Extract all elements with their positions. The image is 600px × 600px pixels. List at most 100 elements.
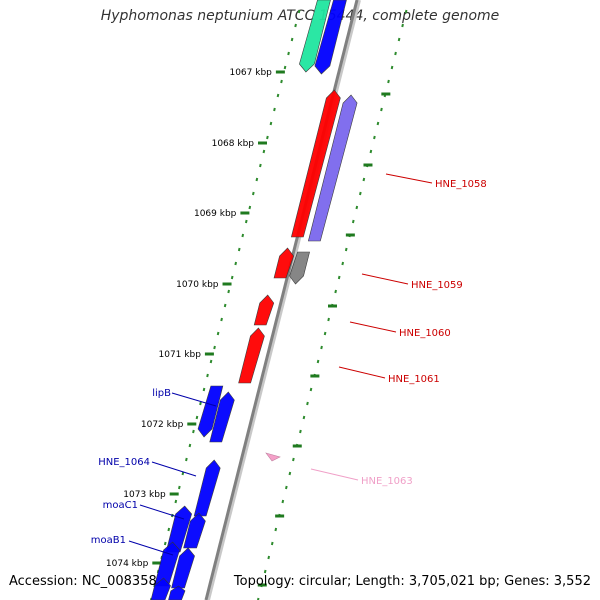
scale-label: 1071 kbp: [159, 350, 202, 360]
gene-label-leader: [385, 173, 433, 184]
gene-label-leader: [128, 540, 174, 556]
outer-scale-dot: [369, 149, 373, 154]
inner-scale-dot: [195, 415, 199, 420]
map-title: Hyphomonas neptunium ATCC 15444, complet…: [100, 8, 500, 24]
outer-scale-dot: [323, 331, 327, 336]
inner-scale-dot: [230, 275, 234, 280]
gene-label: lipB: [152, 388, 171, 399]
inner-scale-dot: [269, 121, 273, 126]
inner-scale-dot: [266, 135, 269, 140]
outer-scale-dot: [302, 415, 306, 420]
inner-scale-dot: [178, 485, 181, 490]
outer-scale-dot: [288, 471, 292, 476]
gene-label: HNE_1061: [388, 374, 440, 385]
inner-scale-dot: [262, 149, 266, 154]
inner-scale-dot: [280, 79, 283, 84]
inner-scale-dot: [209, 359, 213, 364]
inner-scale-dot: [181, 471, 185, 476]
scale-label: 1067 kbp: [229, 68, 272, 78]
gene-label: HNE_1058: [435, 179, 487, 190]
outer-scale-dot: [316, 359, 320, 364]
scale-label: 1069 kbp: [194, 209, 237, 219]
gene-label-leader: [171, 392, 217, 407]
gene-hne-1060: [253, 294, 275, 326]
inner-scale-dot: [252, 191, 255, 196]
gene-moac1-2: [183, 512, 206, 549]
gene-lipb-2: [209, 391, 235, 443]
scale-label: 1070 kbp: [176, 280, 219, 290]
gene-label-leader: [338, 366, 386, 379]
gene-label-leader: [151, 461, 197, 477]
outer-scale-dot: [281, 499, 285, 504]
outer-scale-dot: [292, 457, 295, 462]
gene-label: HNE_1064: [98, 457, 150, 468]
inner-scale-dot: [188, 443, 192, 448]
outer-scale-dot: [387, 79, 390, 84]
gene-label: HNE_1059: [411, 280, 463, 291]
accession-text: Accession: NC_008358: [9, 574, 157, 589]
outer-scale-dot: [373, 135, 376, 140]
outer-scale-dot: [270, 541, 274, 546]
inner-scale-dot: [283, 65, 287, 70]
backbone-shadow: [206, 0, 361, 600]
outer-scale-dot: [404, 9, 408, 14]
scale-label: 1072 kbp: [141, 420, 184, 430]
outer-scale-dot: [337, 275, 341, 280]
inner-scale-dot: [255, 177, 259, 182]
inner-scale-dot: [287, 51, 290, 56]
topology-text: Topology: circular; Length: 3,705,021 bp…: [233, 574, 591, 589]
outer-scale-dot: [359, 191, 362, 196]
inner-scale-dot: [273, 107, 276, 112]
gene-lipb: [197, 385, 224, 438]
outer-scale-dot: [299, 429, 302, 434]
gene-hne-1064: [193, 459, 221, 517]
gene-hne-1061: [238, 327, 265, 384]
gene-hne-1059: [273, 247, 294, 279]
forward-gene: [314, 0, 347, 75]
inner-scale-dot: [216, 331, 220, 336]
inner-scale-dot: [227, 289, 230, 294]
outer-scale-dot: [397, 37, 401, 42]
teal-gene: [299, 0, 331, 73]
outer-scale-dot: [285, 485, 288, 490]
outer-scale-dot: [306, 401, 309, 406]
outer-scale-dot: [351, 219, 355, 224]
gene-label: moaB1: [91, 535, 126, 546]
inner-scale-dot: [259, 163, 262, 168]
inner-scale-dot: [297, 9, 301, 14]
inner-scale-dot: [206, 373, 209, 378]
inner-scale-dot: [167, 527, 171, 532]
scale-label: 1068 kbp: [212, 139, 255, 149]
outer-scale-dot: [274, 527, 278, 532]
outer-scale-dot: [334, 289, 337, 294]
inner-scale-dot: [220, 317, 223, 322]
gene-bottom-2: [168, 585, 186, 600]
gene-label: moaC1: [103, 500, 138, 511]
outer-scale-dot: [327, 317, 330, 322]
inner-scale-dot: [174, 499, 178, 504]
gene-label-leader: [349, 321, 397, 333]
outer-scale-dot: [309, 387, 313, 392]
inner-scale-dot: [244, 219, 248, 224]
inner-scale-dot: [248, 205, 252, 210]
outer-scale-dot: [380, 107, 383, 112]
outer-scale-dot: [320, 345, 323, 350]
inner-scale-dot: [290, 37, 294, 42]
outer-scale-dot: [341, 261, 345, 266]
gene-label-leader: [310, 468, 359, 481]
outer-scale-dot: [362, 177, 366, 182]
gene-label: HNE_1060: [399, 328, 451, 339]
gene-hne-1059-pseudo: [289, 251, 310, 285]
outer-scale-dot: [267, 555, 271, 560]
gene-hne-1058: [290, 89, 341, 238]
gene-hne-1063: [265, 452, 281, 462]
gene-label-leader: [361, 273, 409, 285]
outer-scale-dot: [394, 51, 397, 56]
inner-scale-dot: [192, 429, 195, 434]
gene-label-leader: [139, 504, 185, 520]
inner-scale-dot: [237, 247, 241, 252]
gene-hne-1058-alt: [307, 94, 358, 242]
inner-scale-dot: [276, 93, 280, 98]
